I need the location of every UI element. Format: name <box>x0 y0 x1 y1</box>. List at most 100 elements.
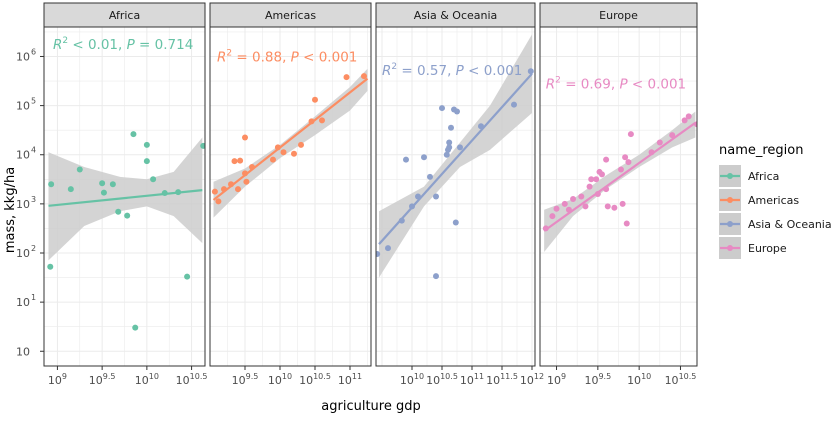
data-point <box>594 191 601 198</box>
data-point <box>143 158 150 165</box>
regression-line <box>212 77 369 201</box>
facet-strip <box>375 2 536 28</box>
data-point <box>448 124 454 131</box>
data-point <box>130 131 137 138</box>
data-point <box>570 195 577 202</box>
data-point <box>588 176 595 183</box>
data-point <box>593 176 600 183</box>
data-point <box>76 166 83 173</box>
data-point <box>319 117 325 124</box>
data-point <box>143 141 150 148</box>
data-point <box>617 166 624 173</box>
data-point <box>656 139 663 146</box>
facet-strip-label: Asia & Oceania <box>414 9 498 22</box>
data-point <box>280 149 287 156</box>
y-tick-label-exponent: 2 <box>31 244 36 253</box>
data-point <box>619 200 626 207</box>
data-point <box>235 186 241 193</box>
panel-americas: Americas R2 = 0.88, P < 0.001 109.5 1010 101… <box>209 2 372 387</box>
x-tick-label: 1010.5 <box>299 372 331 387</box>
x-tick-label: 1010 <box>135 372 159 387</box>
data-point <box>586 183 593 190</box>
y-tick-label: 10 <box>16 198 30 211</box>
legend-entry-label: Africa <box>748 170 779 183</box>
x-axis: 109 109.5 1010 1010.5 <box>48 366 207 387</box>
data-point <box>221 186 227 193</box>
data-point <box>249 164 255 171</box>
stat-annotation: R2 = 0.88, P < 0.001 <box>217 48 357 65</box>
legend-entry-label: Asia & Oceania <box>748 218 832 231</box>
y-tick-label: 10 <box>16 345 30 358</box>
data-point <box>625 159 632 166</box>
data-point <box>685 113 692 120</box>
data-points <box>542 113 697 232</box>
confidence-band <box>544 111 696 253</box>
data-point <box>427 173 433 180</box>
data-point <box>47 263 54 270</box>
confidence-band <box>213 68 368 218</box>
stat-annotation: R2 < 0.01, P = 0.714 <box>53 36 193 53</box>
panel-background <box>210 27 371 366</box>
panel-border <box>375 26 536 367</box>
data-point <box>100 189 107 196</box>
data-point <box>361 73 367 80</box>
confidence-band <box>379 34 532 278</box>
regression-line <box>378 72 533 245</box>
legend-key-asia-oceania: Asia & Oceania <box>719 213 832 235</box>
y-tick-label-exponent: 6 <box>31 47 36 56</box>
facet-strip-label: Africa <box>109 9 140 22</box>
legend-key-point <box>727 197 733 203</box>
data-point <box>443 151 450 158</box>
x-tick-label: 109.5 <box>232 372 259 387</box>
data-point <box>582 203 589 210</box>
data-point <box>215 198 222 205</box>
legend: name_region Africa Americas Asia & Oceania… <box>719 143 832 259</box>
panel-border <box>209 26 372 367</box>
data-point <box>161 190 168 197</box>
data-point <box>433 273 439 280</box>
data-point <box>298 141 304 148</box>
gridlines <box>540 27 697 366</box>
x-tick-label: 109.5 <box>584 372 611 387</box>
regression-line <box>543 121 696 232</box>
x-axis-title: agriculture gdp <box>321 399 420 414</box>
data-point <box>211 188 218 195</box>
data-point <box>478 123 484 130</box>
data-point <box>439 105 445 112</box>
panel-africa: Africa R2 < 0.01, P = 0.714 109 109.5 1010 10… <box>43 2 207 387</box>
x-tick-label: 1010 <box>627 372 651 387</box>
y-tick-label: 10 <box>16 247 30 260</box>
x-tick-label: 1010 <box>400 372 424 387</box>
data-point <box>99 180 106 187</box>
legend-key-americas: Americas <box>719 189 799 211</box>
facet-strip <box>209 2 372 28</box>
data-point <box>343 74 350 81</box>
data-point <box>603 186 610 193</box>
y-tick-label: 10 <box>16 149 30 162</box>
data-point <box>565 206 572 213</box>
x-tick-label: 1012 <box>520 372 544 387</box>
data-point <box>421 154 427 161</box>
data-point <box>385 245 391 252</box>
data-point <box>308 118 315 125</box>
y-tick-label-exponent: 5 <box>31 97 36 106</box>
data-point <box>604 203 611 210</box>
data-point <box>561 200 568 207</box>
data-points <box>376 68 534 280</box>
data-point <box>623 220 630 227</box>
legend-key-point <box>727 221 733 227</box>
data-point <box>274 144 281 151</box>
x-tick-label: 1011 <box>460 372 484 387</box>
data-point <box>669 132 676 139</box>
legend-key-africa: Africa <box>719 165 779 187</box>
data-point <box>553 205 560 212</box>
x-tick-label: 1010 <box>268 372 292 387</box>
data-point <box>603 156 610 163</box>
facet-strip-label: Americas <box>265 9 316 22</box>
data-point <box>115 208 122 215</box>
data-point <box>433 193 439 200</box>
x-axis: 109 109.5 1010 1010.5 <box>547 366 696 387</box>
data-point <box>242 170 248 177</box>
